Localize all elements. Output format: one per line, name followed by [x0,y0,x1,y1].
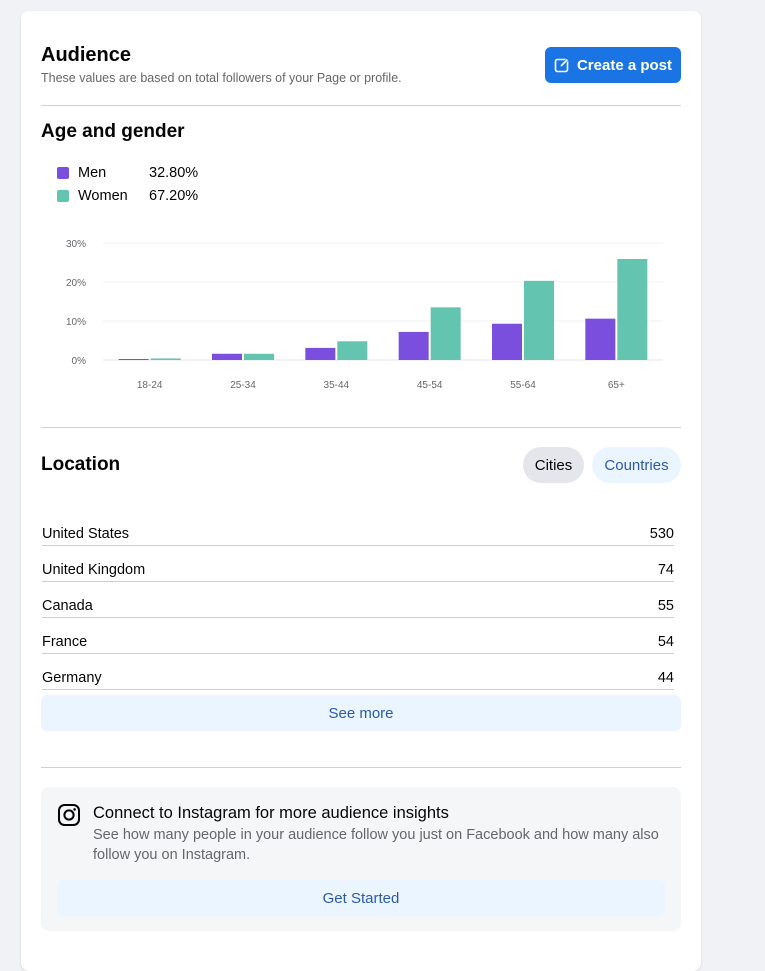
bar-women-35-44[interactable] [337,341,368,360]
location-count: 55 [657,598,674,614]
instagram-title: Connect to Instagram for more audience i… [93,804,449,822]
x-tick-label: 25-34 [230,380,256,391]
age-gender-chart: 0% 10% 20% 30% 18-24 25-34 35-44 45-54 55-64 65+ [66,239,663,391]
see-more-button[interactable]: See more [41,695,681,731]
x-tick-label: 65+ [608,380,625,391]
legend-value: 32.80% [149,164,199,181]
list-item: United States 530 [42,511,674,546]
audience-card: Audience These values are based on total… [21,11,701,971]
bar-men-65+[interactable] [585,318,616,360]
get-started-button[interactable]: Get Started [57,880,665,916]
bar-men-55-64[interactable] [492,323,522,360]
edit-icon [554,58,569,73]
legend-label: Men [78,164,107,181]
bar-women-18-24[interactable] [150,358,181,360]
bar-men-35-44[interactable] [305,347,336,360]
instagram-connect-panel: Connect to Instagram for more audience i… [41,787,681,931]
y-tick-label: 20% [66,278,86,289]
location-count: 54 [657,634,674,650]
chart-legend: Men 32.80% Women 67.20% [57,161,198,207]
list-item: United Kingdom 74 [42,547,674,582]
x-tick-label: 35-44 [324,380,350,391]
create-post-button[interactable]: Create a post [545,47,681,83]
legend-item-women: Women 67.20% [57,184,198,207]
divider [41,105,681,106]
men-swatch [57,166,69,179]
page-title: Audience [41,44,132,66]
bar-women-65+[interactable] [617,258,648,360]
bar-men-25-34[interactable] [212,353,242,360]
location-name: Germany [42,670,102,686]
y-tick-label: 30% [66,239,86,250]
x-tick-label: 55-64 [510,380,536,391]
page-subtitle: These values are based on total follower… [41,71,402,85]
women-swatch [57,189,69,202]
location-name: France [42,634,88,650]
list-item: Canada 55 [42,583,674,618]
instagram-icon [58,804,80,826]
x-tick-label: 18-24 [137,380,163,391]
bar-men-45-54[interactable] [398,331,429,360]
bar-women-25-34[interactable] [244,353,274,360]
list-item: France 54 [42,619,674,654]
tab-cities[interactable]: Cities [523,447,584,483]
create-post-label: Create a post [576,56,673,74]
bar-men-18-24[interactable] [118,359,149,360]
location-count: 44 [657,670,674,686]
bar-women-55-64[interactable] [524,280,554,360]
age-gender-title: Age and gender [41,121,185,142]
instagram-description: See how many people in your audience fol… [93,827,659,863]
x-tick-label: 45-54 [417,380,443,391]
location-list: United States 530 United Kingdom 74 Cana… [42,511,674,690]
location-count: 74 [657,562,674,578]
location-count: 530 [649,526,674,542]
legend-item-men: Men 32.80% [57,161,198,184]
tab-countries[interactable]: Countries [592,447,681,483]
location-title: Location [41,454,121,475]
legend-label: Women [78,187,128,204]
list-item: Germany 44 [42,655,674,690]
location-name: Canada [42,598,93,614]
location-name: United States [42,526,130,542]
y-tick-label: 10% [66,317,86,328]
location-name: United Kingdom [42,562,146,578]
divider [41,767,681,768]
divider [41,427,681,428]
y-tick-label: 0% [72,356,87,367]
bar-women-45-54[interactable] [430,307,461,360]
legend-value: 67.20% [149,187,199,204]
